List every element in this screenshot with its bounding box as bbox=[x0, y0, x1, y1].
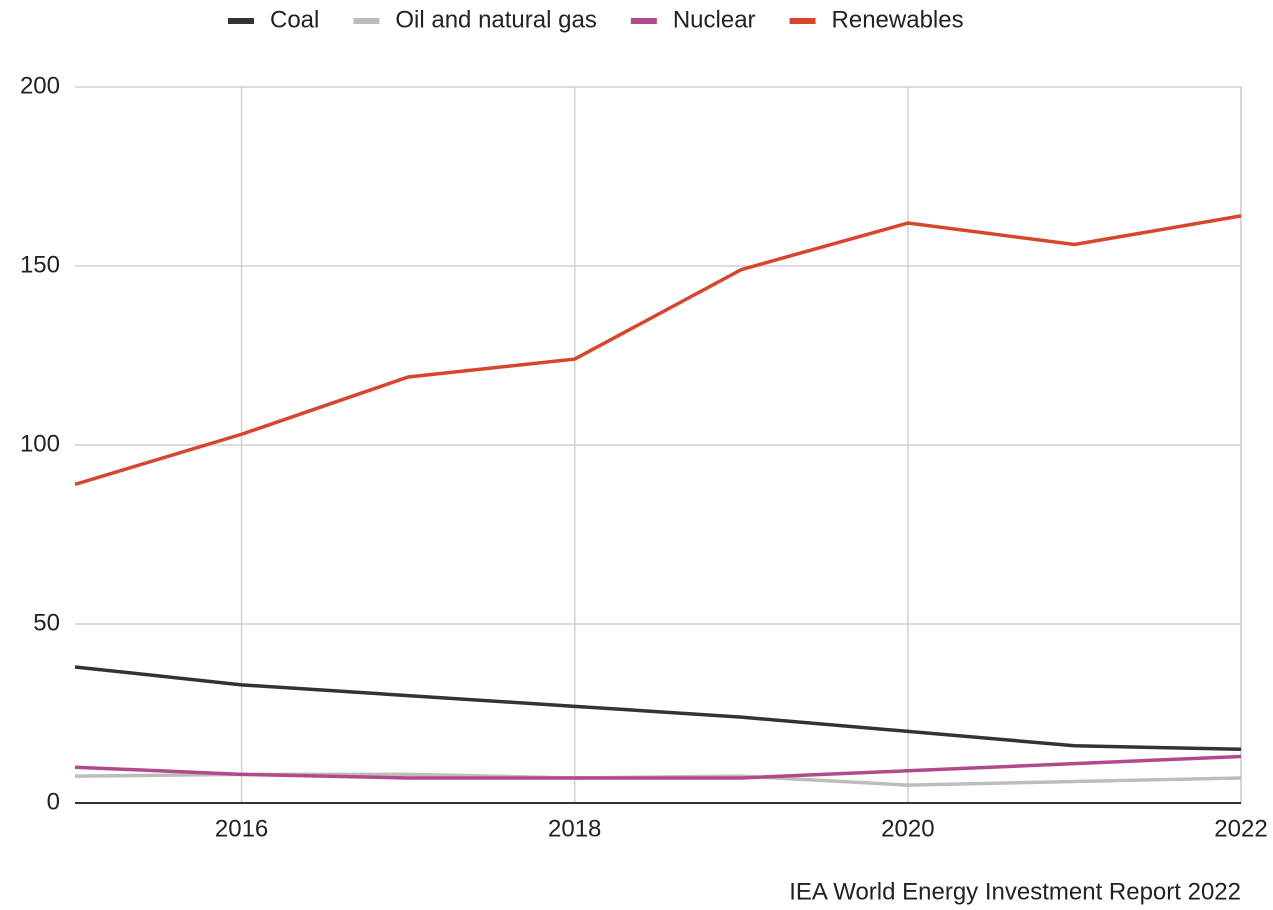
x-tick-label: 2020 bbox=[881, 815, 934, 842]
legend-label: Coal bbox=[270, 6, 319, 33]
y-tick-label: 200 bbox=[20, 72, 60, 99]
legend-label: Oil and natural gas bbox=[395, 6, 596, 33]
series-line bbox=[74, 665, 1242, 752]
x-tick-label: 2022 bbox=[1214, 815, 1267, 842]
legend-label: Nuclear bbox=[673, 6, 756, 33]
series-line bbox=[74, 214, 1242, 487]
source-note: IEA World Energy Investment Report 2022 bbox=[789, 878, 1241, 905]
x-tick-label: 2018 bbox=[548, 815, 601, 842]
x-tick-label: 2016 bbox=[215, 815, 268, 842]
y-tick-label: 150 bbox=[20, 251, 60, 278]
series-line bbox=[74, 754, 1242, 780]
y-tick-label: 0 bbox=[47, 788, 60, 815]
y-tick-label: 50 bbox=[33, 609, 60, 636]
legend-label: Renewables bbox=[832, 6, 964, 33]
y-tick-label: 100 bbox=[20, 430, 60, 457]
